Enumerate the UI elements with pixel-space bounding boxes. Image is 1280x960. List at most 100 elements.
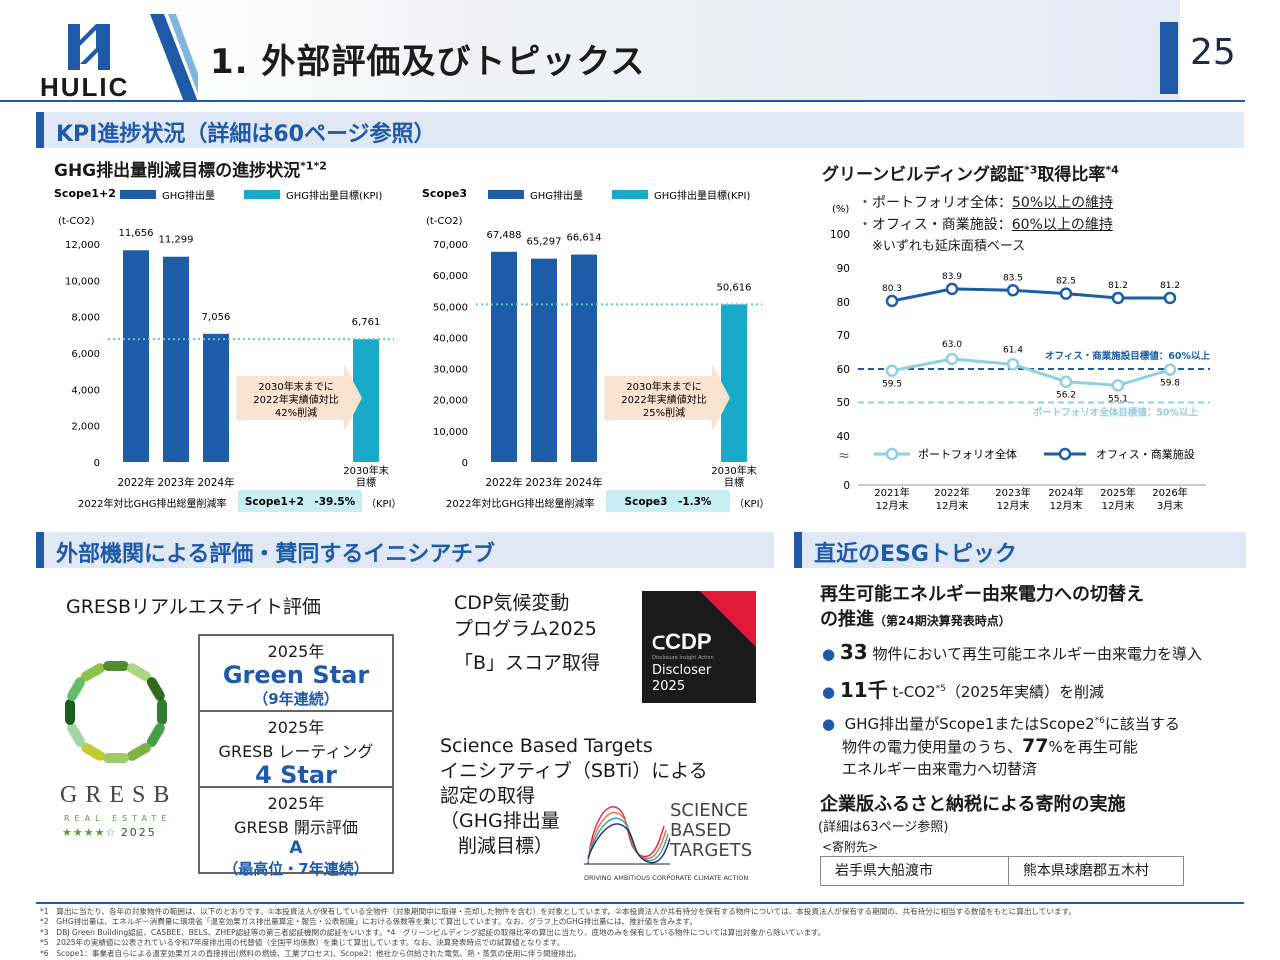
green-bullet-2-prefix: オフィス・商業施設： [872, 217, 1012, 233]
gresb-box-value-2: 4 Star [255, 761, 337, 789]
gresb-box-year-3: 2025年 [267, 794, 325, 813]
y-tick-label: 40,000 [433, 333, 468, 344]
cdp-line-1: CDP気候変動 [454, 592, 570, 614]
y-tick-label: 10,000 [433, 427, 468, 438]
legend-kpi-label: GHG排出量目標(KPI) [286, 189, 382, 202]
green-line-chart: (%)0405060708090100≈2021年12月末2022年12月末20… [830, 204, 1211, 512]
sbt-logo-3: TARGETS [670, 840, 753, 861]
office-point [1111, 291, 1125, 305]
green-bullet-2-target: 60%以上の維持 [1011, 217, 1113, 233]
cdp-line-3: 「B」スコア取得 [454, 652, 601, 674]
esg-bullet-3: ● GHG排出量がScope1またはScope2*6に該当する 物件の電力使用量… [822, 710, 1180, 780]
reduction-rate-box [606, 490, 730, 512]
sbt-line-4: （GHG排出量 [440, 810, 560, 832]
x-category-label: 2023年 [525, 476, 562, 489]
gresb-logo: GRESB REAL ESTATE ★★★★☆ 2025 [56, 648, 180, 848]
gresb-ring-segment [65, 699, 75, 725]
gresb-box-value-3: A [289, 838, 303, 858]
bar-ghg-actual [163, 256, 189, 462]
green-bullet-1-target: 50%以上の維持 [1012, 195, 1114, 211]
chart-scope-label: Scope3 [422, 187, 467, 200]
legend-kpi-swatch [612, 190, 648, 199]
esg-section-title: 直近のESGトピック [814, 542, 1017, 567]
green-title-sup1: *3 [1023, 163, 1038, 177]
green-title-mid: 取得比率 [1037, 165, 1106, 185]
x-category-period: 3月末 [1157, 499, 1183, 512]
gresb-ring-segment [127, 663, 151, 682]
legend-portfolio-marker [885, 447, 899, 461]
gresb-ring-segment [103, 661, 129, 671]
esg-bullet-1: ● 33 物件において再生可能エネルギー由来電力を導入 [822, 640, 1203, 664]
sbt-logo-2: BASED [670, 820, 732, 841]
legend-kpi-label: GHG排出量目標(KPI) [654, 189, 750, 202]
gresb-logo-year: 2025 [120, 826, 157, 839]
sbt-wave-icon [584, 806, 670, 865]
portfolio-series-line [891, 357, 1171, 387]
esg-topic-1-line-2: の推進 [820, 609, 874, 630]
gresb-box-label-2: GRESB レーティング [218, 742, 374, 761]
hulic-logo: HULIC [30, 18, 150, 102]
reduction-arrow [236, 364, 362, 432]
sbt-line-3: 認定の取得 [440, 785, 536, 807]
gresb-logo-text: GRESB [60, 782, 178, 808]
scope3-bar-chart: Scope3 GHG排出量 GHG排出量目標(KPI) (t-CO2) 0 10,000 2… [422, 187, 770, 512]
gresb-ring-segment [67, 677, 86, 701]
cdp-text: CDP気候変動 プログラム2025 「B」スコア取得 [454, 590, 600, 676]
sbt-logo: SCIENCE BASED TARGETS DRIVING AMBITIOUS … [580, 790, 760, 886]
y-tick-label: 0 [94, 458, 100, 469]
bar-ghg-actual [571, 254, 597, 462]
reduction-rate-box [238, 490, 362, 512]
gresb-ring-segment [67, 723, 86, 747]
esg-bullet-2-sup: *5 [935, 684, 946, 694]
point-data-label: 81.2 [1160, 281, 1180, 291]
office-target-label: オフィス・商業施設目標値：60%以上 [1045, 350, 1211, 362]
gresb-title: GRESBリアルエステイト評価 [66, 596, 321, 618]
x-category-label: 2022年 [117, 476, 154, 489]
x-category-period: 12月末 [876, 499, 909, 512]
esg-topic-2-note: (詳細は63ページ参照) [818, 820, 949, 835]
cdp-logo-word: CDP [665, 629, 712, 654]
y-tick-label: 60 [837, 364, 850, 376]
gresb-box-year-1: 2025年 [267, 642, 325, 661]
green-bullet-1-prefix: ポートフォリオ全体： [872, 195, 1012, 211]
x-category-label: 2023年 [157, 476, 194, 489]
bar-ghg-actual [203, 333, 229, 462]
x-target-label-1: 2030年末 [711, 464, 756, 477]
gresb-logo-sub: REAL ESTATE [64, 814, 172, 823]
x-category-period: 12月末 [936, 499, 969, 512]
point-data-label: 59.5 [882, 380, 902, 390]
y-tick-label: 50 [837, 397, 850, 409]
y-tick-label: 10,000 [65, 276, 100, 287]
green-note: ※いずれも延床面積ベース [872, 239, 1026, 254]
footnote-1: *1 算出に当たり、各年の対象物件の範囲は、以下のとおりです。①本投資法人が保有… [40, 907, 1076, 916]
point-data-label: 83.9 [942, 272, 962, 282]
esg-bullet-3-line-2: 物件の電力使用量のうち、77%を再生可能 [822, 735, 1180, 758]
bar-data-label: 7,056 [202, 312, 231, 323]
office-point [1006, 284, 1020, 297]
reduction-note-line: 2022年実績値対比 [621, 393, 706, 406]
kpi-tag: （KPI） [366, 498, 402, 510]
reduction-rate-value: Scope3 -1.3% [625, 496, 712, 508]
gresb-box-label-3: GRESB 開示評価 [234, 818, 358, 837]
bar-kpi-target [721, 304, 747, 462]
esg-bullet-3-text1: GHG排出量がScope1またはScope2 [844, 715, 1095, 733]
esg-bullet-3-sup: *6 [1094, 716, 1105, 726]
portfolio-point [945, 352, 959, 366]
reduction-note-line: 2022年実績値対比 [253, 393, 338, 406]
bar-data-label: 66,614 [567, 233, 602, 244]
bar-ghg-actual [531, 258, 557, 462]
esg-topic-1-note: （第24期決算発表時点） [874, 614, 1011, 628]
y-tick-label: 12,000 [65, 240, 100, 251]
portfolio-point [1163, 363, 1177, 376]
gresb-ring-segment [81, 742, 105, 761]
point-data-label: 81.2 [1108, 281, 1128, 291]
legend-office-marker [1058, 447, 1072, 461]
y-tick-label: 8,000 [71, 313, 100, 324]
point-data-label: 61.4 [1003, 345, 1023, 355]
esg-topic-1-title: 再生可能エネルギー由来電力への切替え の推進（第24期決算発表時点） [820, 582, 1144, 634]
kpi-section-title: KPI進捗状況（詳細は60ページ参照） [56, 122, 436, 147]
donee-cell-1: 岩手県大船渡市 [821, 857, 1009, 885]
portfolio-point [1111, 379, 1125, 392]
legend-actual-label: GHG排出量 [162, 189, 215, 202]
chart-unit: (t-CO2) [426, 216, 463, 227]
